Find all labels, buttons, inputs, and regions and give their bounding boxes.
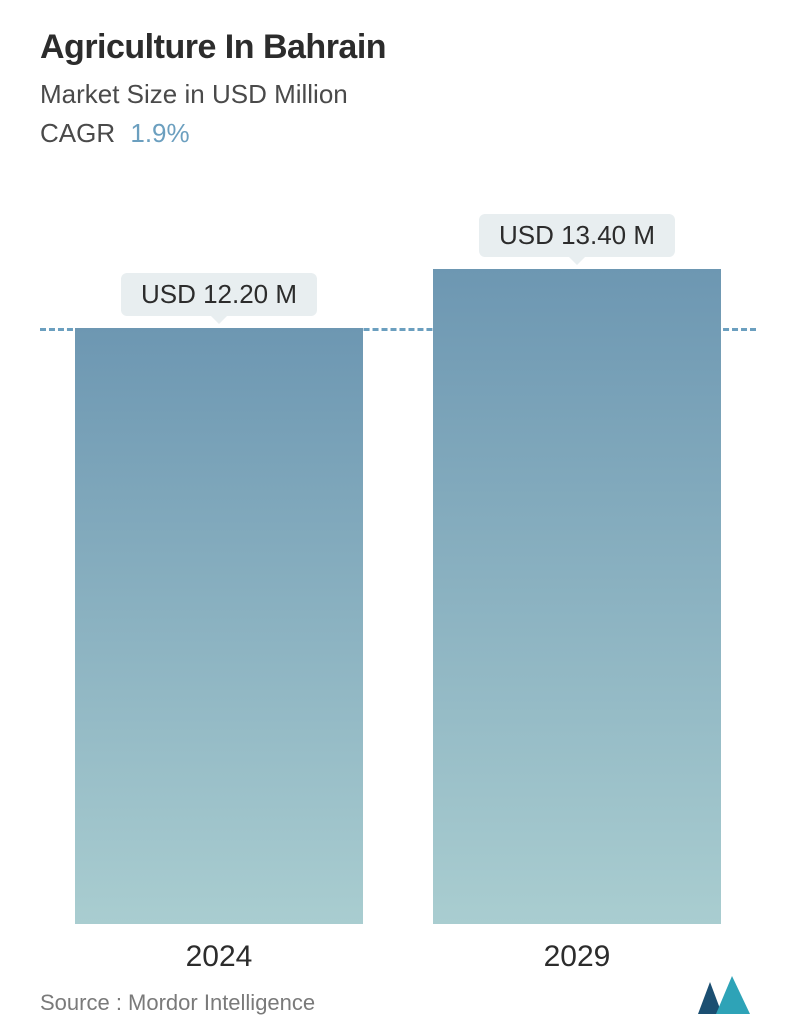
cagr-label: CAGR bbox=[40, 118, 115, 148]
x-axis: 2024 2029 bbox=[40, 940, 756, 974]
x-axis-label: 2024 bbox=[69, 940, 369, 974]
chart-header: Agriculture In Bahrain Market Size in US… bbox=[0, 0, 796, 149]
chart-title: Agriculture In Bahrain bbox=[40, 28, 756, 67]
bars-container: USD 12.20 M USD 13.40 M bbox=[40, 240, 756, 924]
chart-footer: Source : Mordor Intelligence bbox=[40, 974, 756, 1016]
cagr-row: CAGR 1.9% bbox=[40, 118, 756, 149]
source-attribution: Source : Mordor Intelligence bbox=[40, 990, 315, 1016]
mordor-logo-icon bbox=[696, 974, 756, 1016]
bar-value-label: USD 12.20 M bbox=[121, 273, 317, 316]
bar-column: USD 13.40 M bbox=[427, 240, 727, 924]
chart-plot-area: USD 12.20 M USD 13.40 M bbox=[0, 240, 796, 924]
bar bbox=[75, 328, 363, 924]
cagr-value: 1.9% bbox=[130, 118, 189, 148]
bar-value-label: USD 13.40 M bbox=[479, 214, 675, 257]
bar bbox=[433, 269, 721, 924]
bar-column: USD 12.20 M bbox=[69, 240, 369, 924]
chart-subtitle: Market Size in USD Million bbox=[40, 79, 756, 110]
x-axis-label: 2029 bbox=[427, 940, 727, 974]
